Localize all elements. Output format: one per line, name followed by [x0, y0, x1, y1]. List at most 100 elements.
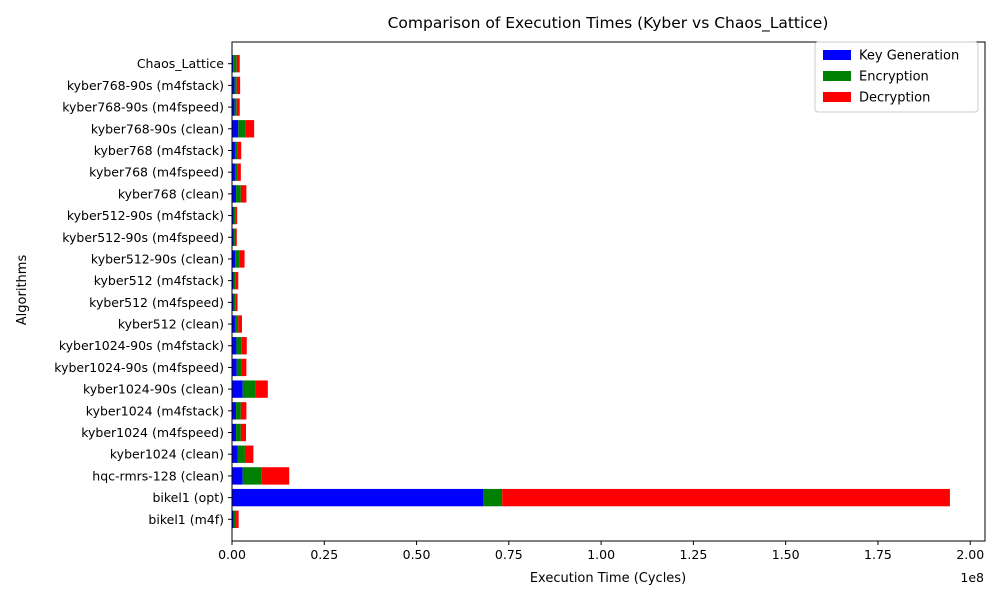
y-tick-label: kyber768-90s (clean) — [91, 121, 224, 136]
bar-key-generation-14 — [232, 206, 234, 225]
bar-encryption-1 — [483, 488, 503, 507]
bar-encryption-20 — [234, 76, 237, 95]
bar-decryption-0 — [236, 510, 239, 528]
bar-encryption-12 — [235, 250, 240, 268]
bar-key-generation-10 — [232, 293, 234, 312]
bar-decryption-11 — [235, 271, 239, 290]
bar-key-generation-4 — [232, 423, 237, 442]
bar-encryption-4 — [236, 423, 241, 442]
bar-decryption-15 — [240, 185, 247, 203]
bar-decryption-9 — [238, 315, 242, 333]
y-tick-label: kyber1024-90s (clean) — [83, 382, 224, 397]
legend-swatch — [823, 71, 851, 81]
bar-key-generation-8 — [232, 337, 237, 355]
y-tick-label: kyber1024-90s (m4fspeed) — [54, 360, 224, 375]
bar-encryption-19 — [234, 98, 237, 116]
bar-key-generation-12 — [232, 250, 236, 268]
bar-decryption-2 — [261, 467, 290, 485]
bar-decryption-18 — [245, 120, 255, 138]
y-tick-label: kyber512 (m4fspeed) — [89, 295, 224, 310]
bar-encryption-5 — [236, 402, 241, 420]
bar-encryption-13 — [233, 228, 235, 246]
y-tick-label: kyber1024 (clean) — [110, 447, 224, 462]
bar-key-generation-11 — [232, 271, 234, 290]
y-tick-label: kyber768-90s (m4fstack) — [67, 78, 224, 93]
y-tick-label: bikel1 (m4f) — [148, 512, 224, 527]
bar-key-generation-0 — [232, 510, 234, 528]
bar-encryption-7 — [236, 358, 242, 377]
legend-entry: Key Generation — [859, 49, 959, 64]
x-axis-scale-label: 1e8 — [960, 570, 984, 585]
bar-encryption-6 — [242, 380, 256, 398]
bar-decryption-5 — [240, 402, 247, 420]
y-tick-label: kyber1024-90s (m4fstack) — [59, 338, 224, 353]
bar-decryption-20 — [236, 76, 241, 95]
bar-key-generation-5 — [232, 402, 237, 420]
y-tick-label: kyber512-90s (m4fstack) — [67, 208, 224, 223]
x-tick-label: 0.25 — [310, 547, 338, 562]
bar-encryption-15 — [236, 185, 241, 203]
bar-decryption-10 — [235, 293, 238, 312]
bar-encryption-17 — [234, 141, 238, 160]
bar-key-generation-3 — [232, 445, 238, 463]
bar-encryption-8 — [236, 337, 242, 355]
bar-key-generation-1 — [232, 488, 483, 507]
y-tick-label: kyber512-90s (clean) — [91, 251, 224, 266]
bar-key-generation-2 — [232, 467, 243, 485]
bar-decryption-6 — [255, 380, 268, 398]
y-tick-label: kyber768 (m4fspeed) — [89, 165, 224, 180]
x-tick-label: 1.00 — [587, 547, 615, 562]
bar-encryption-21 — [233, 55, 237, 73]
y-axis-label: Algorithms — [15, 255, 30, 326]
x-axis: 0.00 0.25 0.50 0.75 1.00 1.25 1.50 1.75 2.00 — [218, 541, 984, 562]
legend-entry: Decryption — [859, 91, 930, 106]
bar-decryption-8 — [241, 337, 247, 355]
bar-encryption-2 — [242, 467, 262, 485]
bar-decryption-12 — [239, 250, 245, 268]
bar-key-generation-15 — [232, 185, 237, 203]
bar-key-generation-17 — [232, 141, 235, 160]
x-axis-label: Execution Time (Cycles) — [530, 571, 686, 586]
bar-key-generation-7 — [232, 358, 237, 377]
bar-key-generation-18 — [232, 120, 239, 138]
y-tick-label: kyber768 (clean) — [118, 186, 224, 201]
bar-decryption-7 — [241, 358, 247, 377]
bar-key-generation-20 — [232, 76, 235, 95]
x-tick-label: 1.25 — [679, 547, 707, 562]
bars-layer — [232, 55, 950, 528]
bar-key-generation-16 — [232, 163, 235, 181]
bar-encryption-11 — [233, 271, 236, 290]
legend-swatch — [823, 92, 851, 102]
y-tick-label: hqc-rmrs-128 (clean) — [92, 468, 224, 483]
y-tick-label: kyber512 (clean) — [118, 317, 224, 332]
bar-key-generation-19 — [232, 98, 235, 116]
x-tick-label: 1.50 — [772, 547, 800, 562]
bar-decryption-1 — [502, 488, 950, 507]
bar-encryption-0 — [233, 510, 237, 528]
bar-key-generation-21 — [232, 55, 234, 73]
x-tick-label: 0.00 — [218, 547, 246, 562]
bar-decryption-17 — [237, 141, 242, 160]
bar-key-generation-9 — [232, 315, 235, 333]
y-tick-label: Chaos_Lattice — [137, 56, 224, 71]
bar-encryption-3 — [237, 445, 245, 463]
x-tick-label: 2.00 — [956, 547, 984, 562]
y-tick-label: kyber512-90s (m4fspeed) — [62, 230, 224, 245]
x-tick-label: 1.75 — [864, 547, 892, 562]
x-tick-label: 0.75 — [495, 547, 523, 562]
y-tick-label: bikel1 (opt) — [152, 490, 224, 505]
x-tick-label: 0.50 — [403, 547, 431, 562]
y-tick-label: kyber1024 (m4fstack) — [86, 403, 224, 418]
legend-box — [814, 41, 979, 113]
bar-decryption-3 — [244, 445, 254, 463]
bar-decryption-14 — [235, 206, 238, 225]
legend-swatch — [823, 50, 851, 60]
chart-title: Comparison of Execution Times (Kyber vs … — [388, 14, 829, 33]
bar-encryption-16 — [234, 163, 238, 181]
bar-key-generation-6 — [232, 380, 243, 398]
legend-entry: Encryption — [859, 70, 929, 85]
y-tick-label: kyber768-90s (m4fspeed) — [62, 100, 224, 115]
y-tick-label: kyber768 (m4fstack) — [94, 143, 224, 158]
bar-decryption-21 — [236, 55, 240, 73]
